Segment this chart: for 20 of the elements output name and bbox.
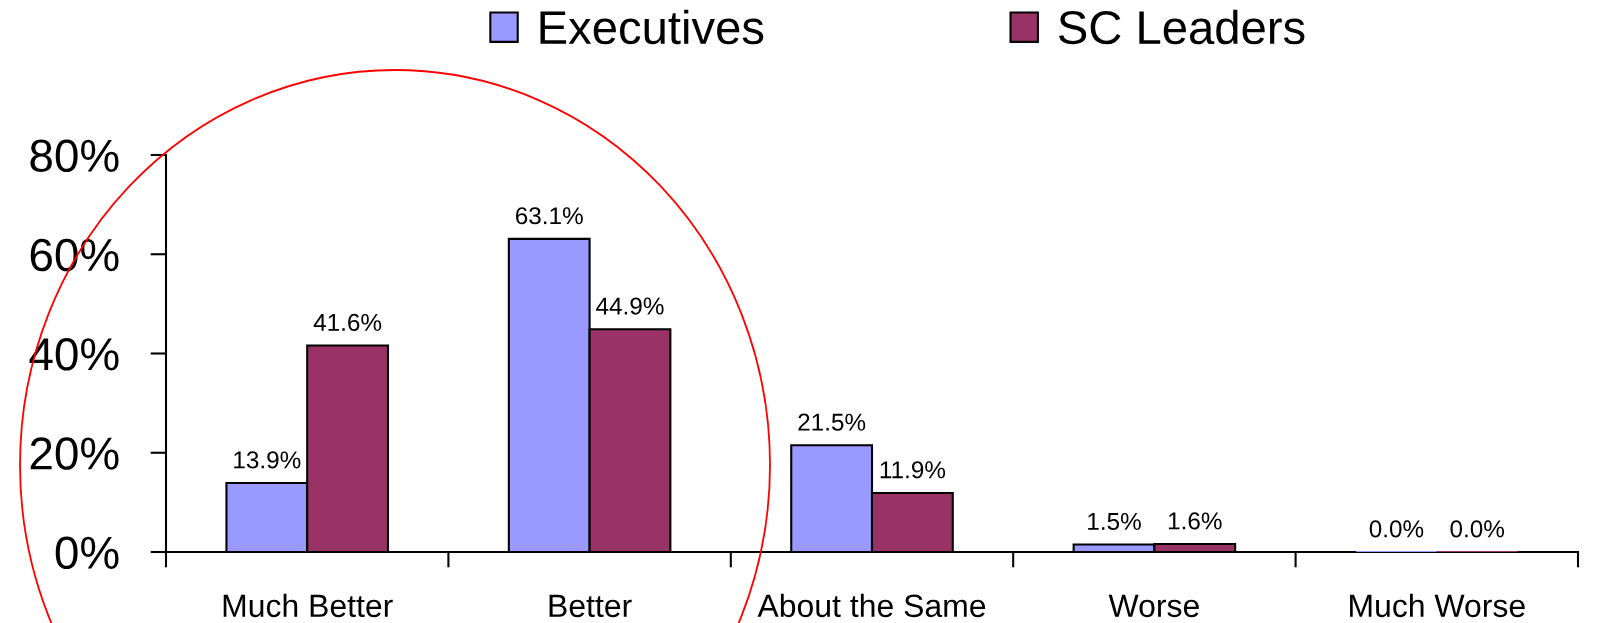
data-label: 44.9% [596, 297, 664, 315]
data-label: 0.0% [1450, 520, 1505, 538]
x-tick-label: Much Worse [1350, 593, 1525, 618]
legend-label: SC Leaders [1058, 9, 1305, 45]
x-tick-label: About the Same [757, 593, 986, 618]
data-label: 21.5% [798, 413, 866, 431]
y-tick-label: 0% [55, 536, 119, 570]
x-tick-label: Worse [1108, 594, 1199, 618]
x-tick-label: Better [549, 594, 632, 618]
y-tick-label: 80% [30, 139, 119, 173]
y-tick-label: 20% [30, 437, 119, 470]
data-label: 1.5% [1088, 512, 1141, 531]
data-label: 63.1% [515, 207, 583, 225]
data-label: 11.9% [880, 461, 946, 479]
x-tick-label: Much Better [223, 593, 393, 618]
data-label: 1.6% [1168, 512, 1222, 530]
legend-label: Executives [540, 9, 764, 45]
data-label: 13.9% [234, 451, 301, 469]
data-label: 0.0% [1369, 520, 1424, 538]
data-label: 41.6% [313, 313, 382, 332]
